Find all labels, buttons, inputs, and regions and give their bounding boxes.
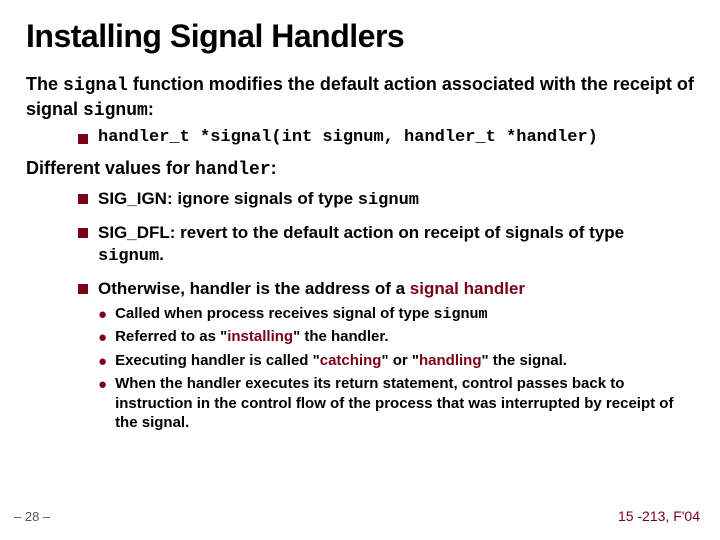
square-bullet-icon <box>78 134 88 144</box>
s3-part-a: Executing handler is called " <box>115 352 320 369</box>
square-bullet-icon <box>78 284 88 294</box>
sub-bullet-called: ● Called when process receives signal of… <box>98 304 694 325</box>
s2-part-c: " the handler. <box>293 328 388 345</box>
s2-part-a: Referred to as " <box>115 328 227 345</box>
s3-part-c: " or " <box>381 352 419 369</box>
square-bullet-icon <box>78 194 88 204</box>
sub-bullet-return: ● When the handler executes its return s… <box>98 374 694 433</box>
intro1-signum-code: signum <box>83 101 148 121</box>
slide-number: – 28 – <box>14 509 50 524</box>
b2-signum-code: signum <box>98 247 159 266</box>
disc-bullet-icon: ● <box>98 305 107 325</box>
intro-paragraph-1: The signal function modifies the default… <box>26 73 694 122</box>
intro-paragraph-2: Different values for handler: <box>26 157 694 182</box>
sub-bullet-installing-text: Referred to as "installing" the handler. <box>115 327 388 347</box>
intro1-part-a: The <box>26 74 63 94</box>
intro1-signal-code: signal <box>63 76 128 96</box>
sub-bullet-catching: ● Executing handler is called "catching"… <box>98 351 694 372</box>
intro1-part-e: : <box>148 99 154 119</box>
sub-bullet-return-text: When the handler executes its return sta… <box>115 374 694 433</box>
sub-bullet-installing: ● Referred to as "installing" the handle… <box>98 327 694 348</box>
bullet-sig-dfl-text: SIG_DFL: revert to the default action on… <box>98 222 694 268</box>
b1-part-a: SIG_IGN: ignore signals of type <box>98 189 358 208</box>
s1-signum-code: signum <box>434 306 488 323</box>
sub-bullet-called-text: Called when process receives signal of t… <box>115 304 487 325</box>
bullet-otherwise: Otherwise, handler is the address of a s… <box>78 278 694 300</box>
bullet-sig-ign-text: SIG_IGN: ignore signals of type signum <box>98 188 419 212</box>
s1-part-a: Called when process receives signal of t… <box>115 305 433 322</box>
square-bullet-icon <box>78 228 88 238</box>
s2-installing-accent: installing <box>227 328 293 345</box>
sub-bullet-catching-text: Executing handler is called "catching" o… <box>115 351 567 371</box>
intro2-part-c: : <box>271 158 277 178</box>
bullet-sig-ign: SIG_IGN: ignore signals of type signum <box>78 188 694 212</box>
b2-part-a: SIG_DFL: revert to the default action on… <box>98 223 624 242</box>
disc-bullet-icon: ● <box>98 375 107 395</box>
s3-handling-accent: handling <box>419 352 482 369</box>
bullet-sig-dfl: SIG_DFL: revert to the default action on… <box>78 222 694 268</box>
signal-prototype-code: handler_t *signal(int signum, handler_t … <box>98 128 598 147</box>
b3-part-a: Otherwise, handler is the address of a <box>98 279 410 298</box>
course-label: 15 -213, F'04 <box>618 508 700 524</box>
b3-signal-handler-accent: signal handler <box>410 279 525 298</box>
code-bullet-row: handler_t *signal(int signum, handler_t … <box>78 128 694 147</box>
intro2-part-a: Different values for <box>26 158 195 178</box>
b2-part-c: . <box>159 245 164 264</box>
s3-catching-accent: catching <box>320 352 382 369</box>
bullet-otherwise-text: Otherwise, handler is the address of a s… <box>98 278 525 300</box>
disc-bullet-icon: ● <box>98 328 107 348</box>
intro2-handler-code: handler <box>195 160 271 180</box>
disc-bullet-icon: ● <box>98 352 107 372</box>
s3-part-e: " the signal. <box>482 352 567 369</box>
b1-signum-code: signum <box>358 191 419 210</box>
slide-title: Installing Signal Handlers <box>26 18 694 55</box>
